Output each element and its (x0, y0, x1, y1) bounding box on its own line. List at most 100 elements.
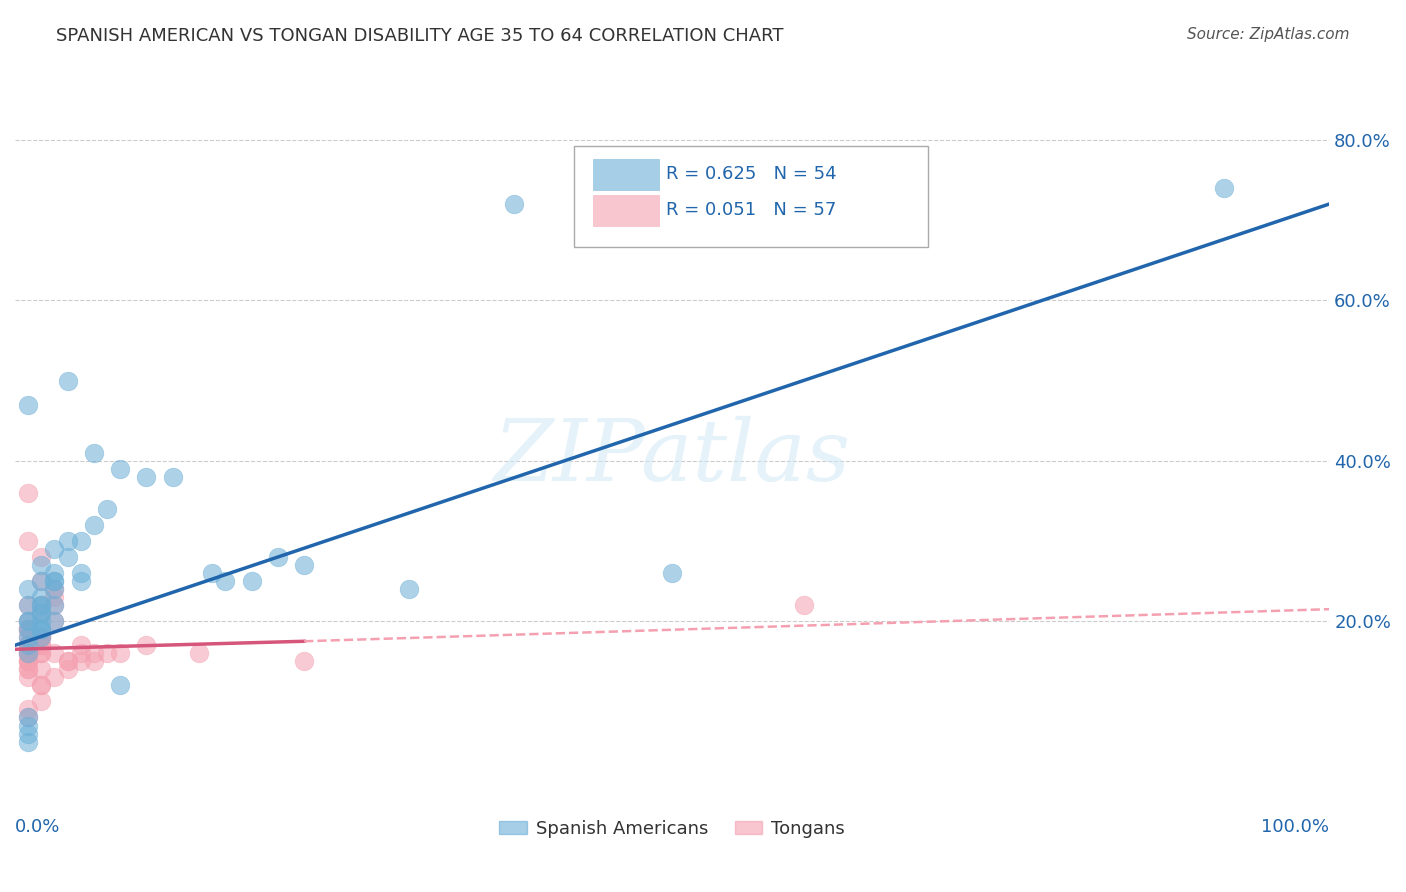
Point (17, 670, 39, 684)
Point (44, 670, 66, 684)
Point (44, 582, 66, 596)
Point (30, 630, 52, 644)
Point (17, 646, 39, 660)
Point (503, 197, 526, 211)
Point (267, 549, 290, 564)
Point (30, 622, 52, 636)
Point (17, 630, 39, 644)
Point (83, 517, 105, 532)
Point (83, 654, 105, 668)
Point (69, 638, 91, 652)
Point (17, 726, 39, 740)
Point (30, 678, 52, 692)
Point (17, 638, 39, 652)
Point (44, 582, 66, 596)
Point (44, 574, 66, 588)
Point (201, 566, 224, 580)
Point (661, 566, 683, 580)
Point (69, 646, 91, 660)
Text: Source: ZipAtlas.com: Source: ZipAtlas.com (1187, 27, 1350, 42)
Point (17, 710, 39, 724)
Point (30, 646, 52, 660)
Point (56, 374, 79, 388)
Point (135, 470, 157, 484)
Point (17, 718, 39, 732)
Point (108, 678, 131, 692)
Point (292, 558, 315, 572)
Point (44, 614, 66, 628)
Point (17, 622, 39, 636)
Point (30, 574, 52, 588)
Point (17, 646, 39, 660)
Point (30, 630, 52, 644)
Point (30, 662, 52, 676)
Point (69, 654, 91, 668)
Point (17, 654, 39, 668)
Point (56, 549, 79, 564)
Point (30, 630, 52, 644)
Point (30, 574, 52, 588)
Point (56, 533, 79, 548)
Point (44, 598, 66, 612)
Point (17, 654, 39, 668)
Point (30, 630, 52, 644)
Point (30, 598, 52, 612)
Point (17, 646, 39, 660)
Point (17, 646, 39, 660)
Point (69, 566, 91, 580)
Point (17, 622, 39, 636)
Point (30, 622, 52, 636)
Point (135, 638, 157, 652)
Point (17, 614, 39, 628)
Point (398, 582, 420, 596)
Point (30, 694, 52, 708)
FancyBboxPatch shape (574, 146, 928, 247)
Point (108, 646, 131, 660)
Point (17, 638, 39, 652)
Point (30, 598, 52, 612)
Point (17, 702, 39, 716)
Point (96, 646, 118, 660)
Point (240, 574, 263, 588)
Point (17, 654, 39, 668)
Point (30, 646, 52, 660)
Point (30, 638, 52, 652)
Point (30, 606, 52, 620)
Point (17, 734, 39, 748)
Point (30, 549, 52, 564)
Point (17, 662, 39, 676)
Point (56, 654, 79, 668)
Point (56, 654, 79, 668)
Point (17, 614, 39, 628)
Point (30, 598, 52, 612)
Point (30, 606, 52, 620)
Point (1213, 181, 1236, 195)
Point (17, 622, 39, 636)
Point (44, 541, 66, 556)
Point (83, 446, 105, 460)
Point (30, 606, 52, 620)
Point (214, 574, 236, 588)
Point (17, 622, 39, 636)
Point (44, 614, 66, 628)
Text: R = 0.625   N = 54: R = 0.625 N = 54 (665, 165, 837, 183)
Point (108, 462, 131, 476)
Point (17, 662, 39, 676)
Point (17, 638, 39, 652)
Point (793, 598, 815, 612)
Point (188, 646, 211, 660)
Point (30, 622, 52, 636)
Point (17, 486, 39, 500)
Text: SPANISH AMERICAN VS TONGAN DISABILITY AGE 35 TO 64 CORRELATION CHART: SPANISH AMERICAN VS TONGAN DISABILITY AG… (56, 27, 783, 45)
Text: ZIPatlas: ZIPatlas (494, 416, 851, 498)
Point (30, 590, 52, 604)
FancyBboxPatch shape (593, 194, 659, 226)
Point (44, 598, 66, 612)
Point (44, 646, 66, 660)
Text: 0.0%: 0.0% (15, 818, 60, 836)
Point (44, 566, 66, 580)
Point (56, 662, 79, 676)
Point (30, 638, 52, 652)
FancyBboxPatch shape (593, 159, 659, 190)
Text: 100.0%: 100.0% (1261, 818, 1329, 836)
